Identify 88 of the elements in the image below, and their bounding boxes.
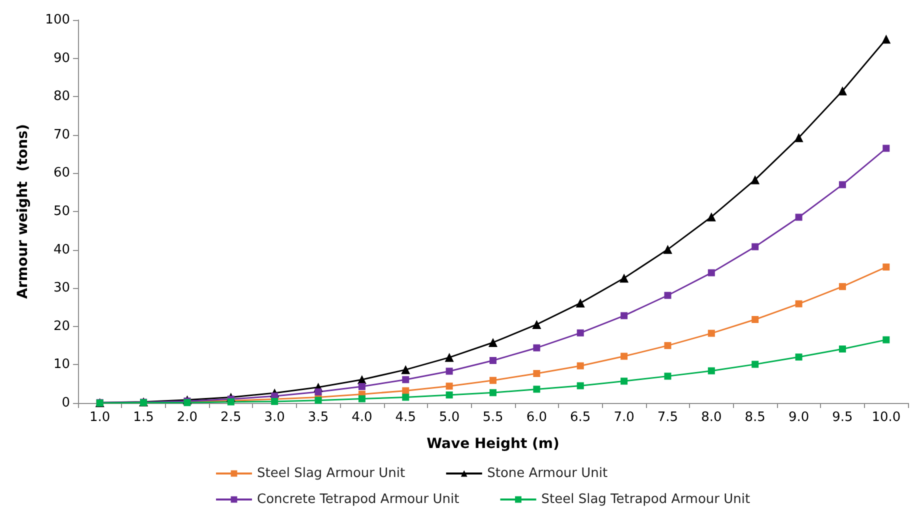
point (664, 372, 672, 380)
point (533, 344, 540, 352)
y-axis-title: Armour weight (tons) (15, 124, 31, 299)
y-tick-label: 20 (53, 318, 70, 334)
x-tick-label: 1.5 (133, 410, 154, 425)
legend-label: Stone Armour Unit (487, 466, 608, 481)
point (750, 175, 760, 184)
x-tick-label: 3.0 (264, 410, 285, 425)
point (882, 34, 891, 44)
x-tick-label: 9.5 (832, 410, 853, 425)
y-tick-label: 0 (62, 396, 70, 410)
point (708, 269, 715, 276)
x-tick-label: 10.0 (872, 410, 901, 425)
point (752, 360, 759, 368)
point (752, 316, 759, 324)
legend-label: Concrete Tetrapod Armour Unit (257, 492, 460, 507)
y-tick-label: 60 (53, 166, 70, 181)
point (795, 214, 802, 221)
point (402, 376, 410, 384)
x-tick-label: 4.5 (395, 410, 416, 425)
point (533, 370, 540, 378)
point (663, 244, 672, 254)
point (402, 394, 410, 401)
point (795, 354, 802, 361)
point (664, 292, 672, 299)
y-tick-label: 40 (53, 242, 70, 258)
point (446, 382, 453, 390)
point (838, 181, 846, 188)
point (576, 329, 584, 336)
point (620, 274, 629, 283)
point (490, 376, 496, 384)
x-tick-label: 8.5 (744, 410, 766, 425)
y-tick-label: 50 (53, 204, 70, 219)
point (446, 391, 453, 398)
point (794, 133, 804, 142)
x-tick-label: 7.5 (657, 410, 678, 425)
x-tick-label: 7.0 (614, 410, 634, 425)
x-tick-label: 2.5 (220, 410, 242, 425)
point (446, 368, 453, 375)
y-tick-label: 70 (53, 127, 70, 142)
point (532, 320, 542, 329)
y-tick-label: 80 (53, 89, 70, 104)
x-axis-title: Wave Height (m) (426, 436, 560, 452)
y-tick-label: 10 (53, 357, 70, 372)
point (620, 352, 628, 360)
x-tick-label: 1.0 (90, 410, 110, 425)
point (444, 352, 454, 362)
y-tick-label: 90 (53, 50, 70, 66)
x-tick-label: 5.5 (482, 410, 504, 425)
x-tick-label: 8.0 (701, 410, 722, 425)
point (838, 345, 846, 352)
point (576, 382, 584, 390)
x-tick-label: 2.0 (176, 410, 198, 425)
legend-label: Steel Slag Tetrapod Armour Unit (541, 492, 750, 507)
x-tick-label: 5.0 (438, 410, 460, 425)
y-tick-label: 100 (45, 12, 70, 28)
point (358, 383, 366, 390)
point (752, 243, 759, 250)
point (576, 362, 584, 370)
point (882, 264, 890, 271)
x-tick-label: 9.0 (788, 410, 810, 425)
point (401, 365, 410, 374)
point (533, 386, 540, 393)
point (706, 212, 716, 222)
x-tick-label: 6.5 (570, 410, 591, 425)
legend-label: Steel Slag Armour Unit (257, 466, 406, 481)
point (488, 338, 498, 347)
point (620, 312, 628, 320)
point (882, 144, 890, 152)
x-tick-label: 6.0 (526, 410, 548, 425)
point (708, 367, 715, 374)
x-tick-label: 3.5 (308, 410, 329, 425)
point (882, 336, 890, 344)
point (838, 86, 847, 96)
point (358, 395, 366, 402)
point (838, 283, 846, 290)
point (708, 330, 715, 337)
point (664, 342, 672, 350)
point (314, 388, 322, 396)
x-tick-label: 4.0 (352, 410, 372, 425)
point (314, 396, 322, 404)
point (576, 298, 585, 308)
point (795, 300, 802, 308)
point (402, 387, 410, 394)
y-tick-label: 30 (53, 280, 70, 296)
point (620, 378, 628, 385)
point (490, 389, 496, 396)
point (490, 356, 496, 364)
